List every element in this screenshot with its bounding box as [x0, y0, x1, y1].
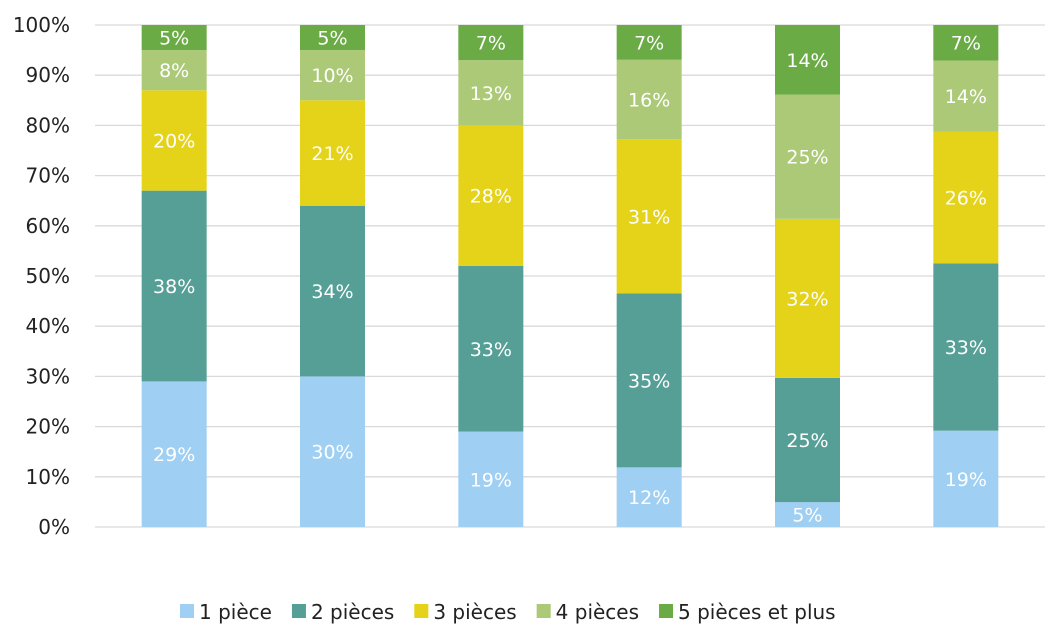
bar-segment	[933, 131, 999, 264]
data-label: 31%	[628, 206, 670, 228]
y-tick-label: 50%	[26, 264, 70, 288]
data-label: 5%	[317, 28, 347, 50]
data-label: 7%	[476, 33, 506, 55]
legend-swatch	[536, 604, 551, 618]
y-tick-label: 60%	[26, 214, 70, 238]
bar-segment	[458, 125, 524, 266]
legend-swatch	[659, 604, 674, 618]
gridlines	[95, 24, 1045, 528]
data-label: 8%	[159, 60, 189, 82]
legend-label: 3 pièces	[433, 600, 516, 624]
bar-segment	[616, 25, 682, 60]
legend-label: 4 pièces	[556, 600, 639, 624]
legend-swatch	[180, 604, 194, 618]
bar-segment	[616, 293, 682, 468]
data-label: 19%	[945, 469, 987, 491]
legend-label: 1 pièce	[199, 600, 272, 624]
bar-segment	[933, 60, 999, 132]
data-label: 25%	[786, 430, 828, 452]
data-label: 13%	[470, 83, 512, 105]
bar-segment	[300, 205, 365, 377]
bar-segment	[141, 90, 207, 191]
bar-segment	[300, 376, 365, 527]
y-axis-ticks: 0% 10% 20% 30% 40% 50% 60% 70% 80% 90% 100%	[13, 13, 70, 539]
bar-segment	[775, 502, 840, 527]
data-label: 20%	[153, 130, 195, 152]
data-label: 14%	[945, 86, 987, 108]
data-label: 34%	[311, 281, 353, 303]
data-label: 7%	[951, 33, 981, 55]
data-label: 7%	[634, 32, 664, 54]
bar-segment	[458, 265, 524, 432]
bar-segment	[141, 190, 207, 382]
bar-segment	[458, 25, 524, 61]
data-label: 33%	[470, 339, 512, 361]
data-label: 21%	[311, 143, 353, 165]
data-label: 38%	[153, 276, 195, 298]
bar-segment	[141, 381, 207, 527]
y-tick-label: 40%	[26, 314, 70, 338]
bar-segment	[616, 59, 682, 140]
legend-label: 5 pièces et plus	[678, 600, 836, 624]
bar-segment	[141, 25, 207, 51]
data-label: 12%	[628, 487, 670, 509]
data-label: 28%	[470, 186, 512, 208]
y-tick-label: 0%	[38, 515, 70, 539]
bar-segment	[933, 430, 999, 527]
legend-label: 2 pièces	[311, 600, 394, 624]
data-label: 29%	[153, 444, 195, 466]
bar-segment	[616, 467, 682, 527]
bar-segment	[933, 25, 999, 61]
bar-segment	[616, 139, 682, 294]
data-label: 19%	[470, 469, 512, 491]
data-label: 5%	[792, 505, 822, 527]
y-tick-label: 10%	[26, 465, 70, 489]
bar-segment	[458, 60, 524, 126]
bars	[141, 25, 999, 527]
bar-segment	[300, 50, 365, 101]
data-label: 25%	[786, 147, 828, 169]
legend-swatch	[414, 604, 429, 618]
bar-segment	[300, 25, 365, 51]
data-label: 5%	[159, 28, 189, 50]
bar-segment	[933, 263, 999, 431]
bar-segment	[775, 218, 840, 378]
y-tick-label: 100%	[13, 13, 70, 37]
bar-segment	[458, 431, 524, 527]
data-label: 10%	[311, 65, 353, 87]
legend: 1 pièce 2 pièces 3 pièces 4 pièces 5 pièces …	[180, 600, 836, 624]
y-tick-label: 70%	[26, 164, 70, 188]
data-label: 16%	[628, 90, 670, 112]
data-labels: 29% 38% 20% 8% 5% 30% 34% 21% 10% 5% 19% 33% 28% 13% 7…	[153, 28, 987, 527]
bar-segment	[775, 94, 840, 219]
data-label: 33%	[945, 337, 987, 359]
y-tick-label: 30%	[26, 364, 70, 388]
data-label: 32%	[786, 288, 828, 310]
legend-swatch	[291, 604, 306, 618]
data-label: 30%	[311, 442, 353, 464]
bar-segment	[141, 50, 207, 91]
bar-segment	[775, 25, 840, 95]
y-tick-label: 90%	[26, 63, 70, 87]
data-label: 14%	[786, 50, 828, 72]
data-label: 35%	[628, 370, 670, 392]
data-label: 26%	[945, 187, 987, 209]
bar-segment	[300, 100, 365, 206]
y-tick-label: 20%	[26, 415, 70, 439]
y-tick-label: 80%	[26, 113, 70, 137]
bar-segment	[775, 377, 840, 503]
